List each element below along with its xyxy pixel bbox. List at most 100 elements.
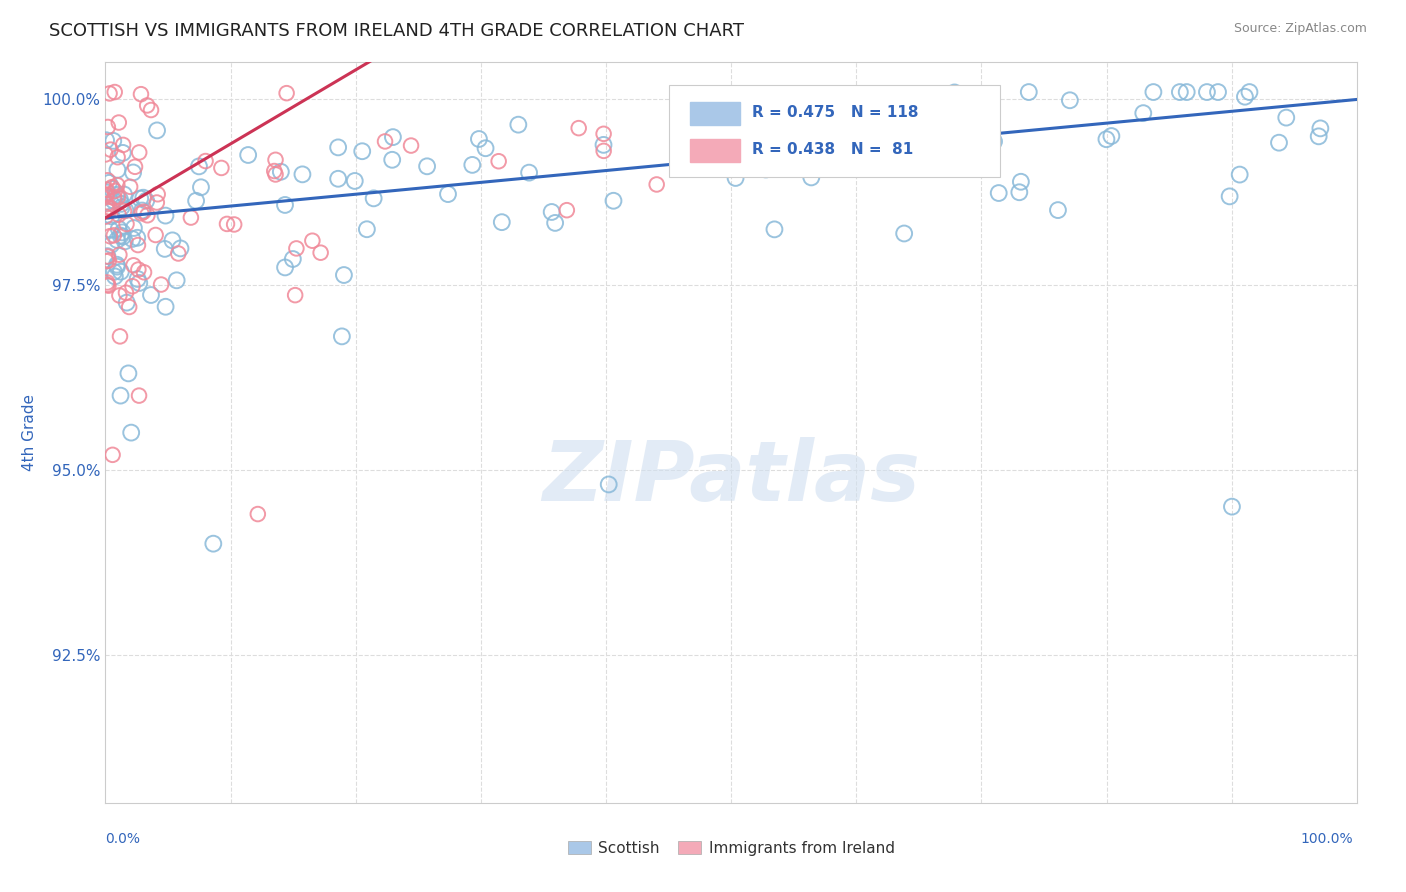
Point (135, 194, 157, 208)
Point (129, 87, 152, 102)
Point (98, 201, 121, 215)
Point (96, 250, 118, 264)
Point (645, 178, 668, 192)
Point (555, 203, 578, 218)
Text: 100.0%: 100.0% (1301, 832, 1353, 846)
Point (592, 127, 614, 141)
Point (893, 227, 915, 241)
Point (1229, 168, 1251, 182)
Point (155, 300, 177, 314)
Point (100, 237, 122, 252)
Point (162, 233, 184, 247)
Point (301, 234, 323, 248)
Bar (690, 102, 740, 126)
Text: ZIPatlas: ZIPatlas (543, 436, 920, 517)
Point (128, 388, 150, 402)
Point (145, 227, 167, 242)
Point (811, 101, 834, 115)
Point (104, 184, 127, 198)
Point (274, 198, 297, 212)
Point (96, 277, 118, 292)
Point (114, 203, 136, 218)
Point (333, 268, 356, 282)
Point (474, 141, 496, 155)
Point (105, 260, 128, 274)
Point (121, 232, 143, 246)
Point (107, 150, 129, 164)
Point (131, 203, 153, 218)
Point (544, 216, 567, 230)
Point (101, 182, 124, 196)
Point (98, 176, 121, 190)
Point (136, 98, 159, 112)
Point (1018, 85, 1040, 99)
Point (112, 204, 135, 219)
Point (800, 170, 823, 185)
Point (96, 254, 118, 268)
Point (139, 288, 162, 302)
Point (326, 140, 349, 154)
Point (352, 145, 374, 159)
Point (96, 189, 118, 203)
Point (96, 276, 118, 290)
Point (131, 206, 153, 220)
Point (98, 87, 121, 101)
Point (276, 86, 298, 100)
Point (724, 171, 747, 186)
Point (103, 228, 125, 243)
Point (111, 229, 134, 244)
Point (97, 204, 120, 219)
Point (194, 154, 217, 169)
Point (127, 272, 149, 286)
Legend: Scottish, Immigrants from Ireland: Scottish, Immigrants from Ireland (561, 835, 901, 862)
Point (104, 85, 127, 99)
Point (105, 187, 128, 202)
Point (1219, 189, 1241, 203)
Point (96, 173, 118, 187)
Point (381, 130, 404, 145)
Point (103, 194, 125, 208)
Text: Source: ZipAtlas.com: Source: ZipAtlas.com (1233, 22, 1367, 36)
Point (540, 205, 562, 219)
Point (127, 231, 149, 245)
Point (100, 223, 122, 237)
Point (94, 210, 117, 224)
Point (1099, 128, 1122, 143)
Point (399, 138, 422, 153)
Point (264, 168, 287, 182)
Text: R = 0.475   N = 118: R = 0.475 N = 118 (752, 105, 920, 120)
Point (146, 195, 169, 210)
Y-axis label: 4th Grade: 4th Grade (22, 394, 37, 471)
Point (153, 242, 176, 256)
Point (107, 115, 129, 129)
Point (598, 477, 620, 491)
Point (745, 101, 768, 115)
Point (461, 158, 484, 172)
Point (107, 189, 129, 203)
Point (122, 221, 145, 235)
Point (180, 211, 202, 225)
Point (122, 165, 145, 179)
Point (127, 262, 149, 277)
Point (568, 121, 591, 136)
Point (97, 278, 120, 293)
Text: R = 0.438   N =  81: R = 0.438 N = 81 (752, 143, 914, 157)
Point (105, 258, 128, 272)
Point (108, 192, 131, 206)
Point (1268, 136, 1291, 150)
Point (1046, 203, 1069, 218)
Point (437, 187, 460, 202)
Point (107, 162, 129, 177)
Point (763, 222, 786, 236)
Point (98, 229, 121, 244)
Point (309, 245, 332, 260)
Point (238, 148, 260, 162)
Point (146, 187, 169, 202)
Point (356, 222, 378, 236)
FancyBboxPatch shape (669, 85, 1000, 178)
Point (101, 180, 124, 194)
Text: 0.0%: 0.0% (105, 832, 141, 846)
Point (343, 174, 366, 188)
Point (246, 507, 269, 521)
Point (150, 277, 173, 292)
